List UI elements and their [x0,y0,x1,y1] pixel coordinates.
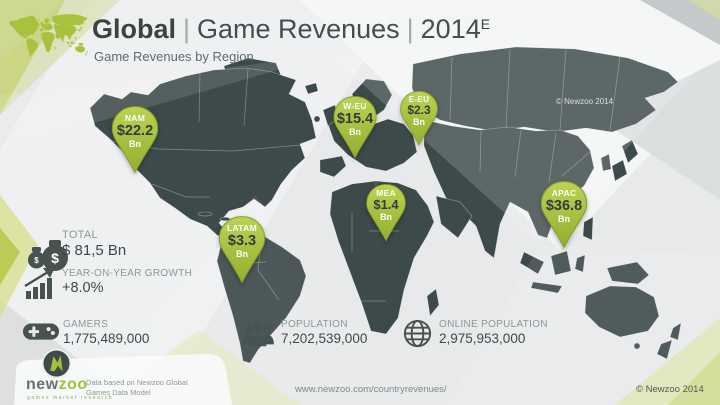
title-year: 2014 [420,14,481,44]
pin-shape [540,181,588,249]
growth-chart-icon [24,267,55,299]
pin-value: $2.3 [407,102,431,117]
stat-label: POPULATION [281,319,348,330]
title-secondary: Game Revenues [197,14,400,44]
page-title: Global | Game Revenues | 2014E [92,14,490,45]
pin-shape [218,216,266,284]
pin-shape [111,106,159,174]
stat-value: +8.0% [62,280,104,296]
pin-value: $1.4 [373,196,399,212]
money-bags-icon: $ $ [28,240,68,271]
data-source-note: Data based on Newzoo Global Games Data M… [86,378,188,397]
wordmark-new: new [26,376,59,393]
wordmark-zoo: zoo [58,376,88,393]
stat-label: TOTAL [62,229,98,241]
title-separator: | [406,14,414,44]
pin-region-label: W-EU [343,100,367,111]
svg-text:$: $ [34,256,39,265]
pin-shape [400,90,438,146]
pin-region-label: MEA [376,187,396,198]
pin-value: $3.3 [227,232,257,249]
pin-region-label: APAC [551,187,577,198]
map-pin-apac: APAC $36.8 Bn [537,180,591,249]
title-year-estimate-flag: E [480,16,491,32]
stat-value: 7,202,539,000 [281,331,368,346]
map-pin-mea: MEA $1.4 Bn [363,183,409,242]
page-subtitle: Game Revenues by Region [94,49,254,64]
title-primary: Global [92,14,177,44]
pin-value: $15.4 [336,110,374,127]
svg-text:$: $ [51,250,59,266]
pin-unit: Bn [558,214,570,225]
gamepad-icon [22,323,60,340]
people-icon [242,323,274,347]
footer-copyright: © Newzoo 2014 [636,384,704,395]
map-pin-weu: W-EU $15.4 Bn [330,95,380,159]
map-pin-nam: NAM $22.2 Bn [108,105,162,174]
map-pin-latam: LATAM $3.3 Bn [215,215,269,284]
stat-value: 1,775,489,000 [63,331,150,346]
data-source-line2: Games Data Model [86,387,151,397]
map-pin-eeu: E-EU $2.3 Bn [397,90,441,146]
data-source-line1: Data based on Newzoo Global [86,378,188,387]
newzoo-logo-icon [41,348,72,379]
stat-value: 2,975,953,000 [439,331,526,346]
stat-label: ONLINE POPULATION [439,319,548,330]
map-copyright: © Newzoo 2014 [556,97,614,106]
pin-shape [333,95,377,159]
pin-unit: Bn [129,139,141,150]
pin-value: $22.2 [116,122,154,139]
light-overlay-facets [0,30,720,405]
pin-region-label: NAM [124,112,146,123]
newzoo-url: www.newzoo.com/countryrevenues/ [295,384,447,395]
pin-unit: Bn [380,212,392,223]
pin-unit: Bn [349,127,361,138]
pin-shape [366,183,406,242]
pin-region-label: E-EU [408,94,430,104]
stat-label: GAMERS [63,319,109,330]
globe-icon [403,319,432,348]
stat-value: $ 81,5 Bn [62,242,127,259]
title-separator: | [183,14,191,44]
pin-region-label: LATAM [227,222,257,233]
pin-unit: Bn [413,117,425,128]
newzoo-wordmark: newzoo [26,376,88,394]
newzoo-tagline: games market research [27,395,114,401]
world-icon [9,14,88,56]
pin-value: $36.8 [545,197,583,214]
pin-unit: Bn [236,249,248,260]
stat-label: YEAR-ON-YEAR GROWTH [62,268,193,279]
